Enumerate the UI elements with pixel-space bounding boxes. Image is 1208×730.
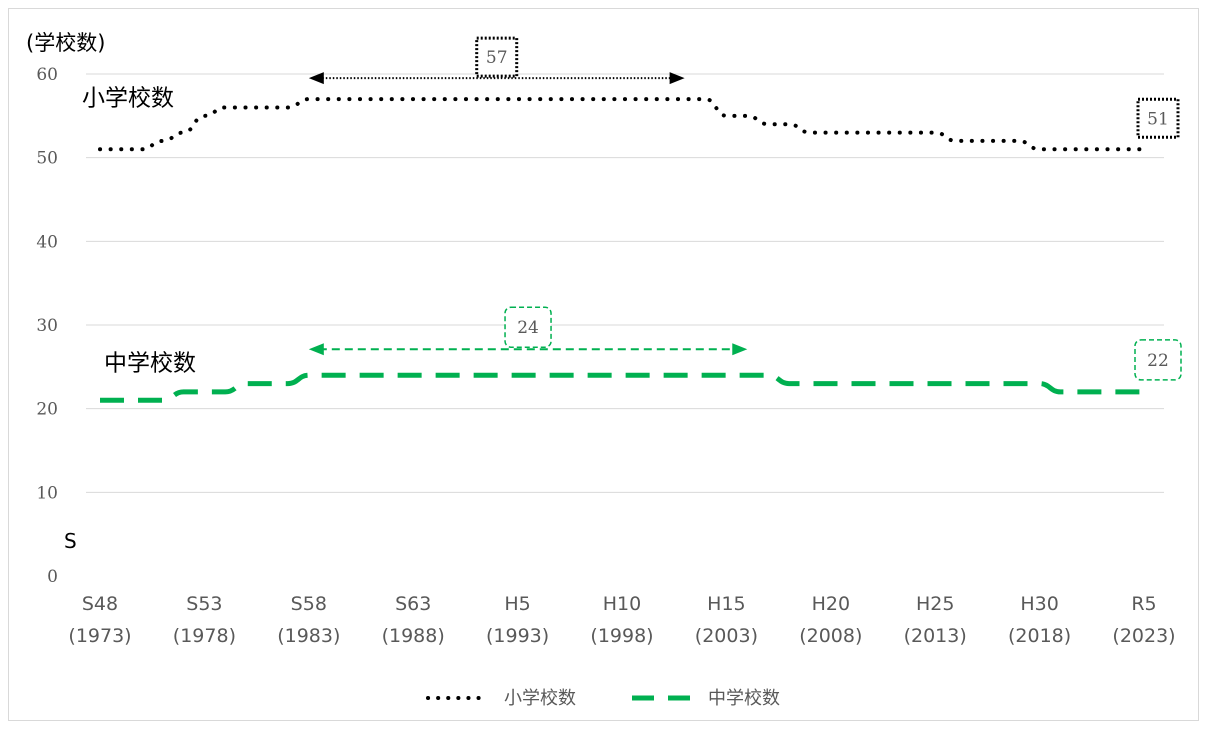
y-tick-label: 50 xyxy=(36,149,58,169)
end-value-label: 51 xyxy=(1147,109,1169,129)
x-tick-label-year: (2018) xyxy=(1008,625,1071,647)
x-tick-label-year: (1978) xyxy=(173,625,236,647)
end-value-box xyxy=(1134,339,1182,381)
series-label: 中学校数 xyxy=(104,350,196,376)
y-tick-label: 40 xyxy=(36,232,58,252)
span-value-box xyxy=(504,306,552,348)
span-arrow-head-right xyxy=(669,72,685,85)
span-value-label: 57 xyxy=(486,48,508,68)
span-arrow-head-left xyxy=(308,72,324,85)
x-tick-label-year: (2013) xyxy=(904,625,967,647)
chart-frame xyxy=(8,8,1199,721)
span-arrow-head-right xyxy=(732,343,748,356)
x-tick-label: H15 xyxy=(707,593,745,615)
end-value-label: 22 xyxy=(1147,351,1169,371)
y-tick-label: 30 xyxy=(36,316,58,336)
x-tick-label: S53 xyxy=(186,593,222,615)
x-tick-label-year: (1973) xyxy=(68,625,131,647)
y-axis: 0 10 20 30 40 50 60 xyxy=(36,65,58,587)
x-tick-label: S63 xyxy=(395,593,431,615)
x-tick-label: H10 xyxy=(603,593,641,615)
x-tick-label-year: (1988) xyxy=(382,625,445,647)
x-tick-label-year: (2008) xyxy=(799,625,862,647)
x-tick-label: R5 xyxy=(1131,593,1156,615)
legend-label: 小学校数 xyxy=(504,688,576,709)
y-axis-unit-label: (学校数) xyxy=(26,31,105,55)
legend-label: 中学校数 xyxy=(708,688,780,709)
series-label: 小学校数 xyxy=(82,85,174,111)
y-tick-label: 60 xyxy=(36,65,58,85)
gridlines xyxy=(86,73,1164,493)
series-lines xyxy=(98,97,1146,403)
y-tick-label: 20 xyxy=(36,400,58,420)
x-tick-label: S58 xyxy=(291,593,327,615)
x-tick-label: H20 xyxy=(812,593,850,615)
x-tick-label-year: (1983) xyxy=(277,625,340,647)
x-tick-label: H30 xyxy=(1020,593,1058,615)
x-tick-label-year: (1998) xyxy=(590,625,653,647)
legend: 小学校数 中学校数 xyxy=(426,688,780,709)
x-axis: S48 (1973) S53 (1978) S58 (1983) S63 (1988) H5 (1… xyxy=(68,593,1175,647)
x-tick-label: H5 xyxy=(504,593,530,615)
series-line-1 xyxy=(100,372,1144,403)
span-value-box xyxy=(475,36,519,78)
y-tick-label: 0 xyxy=(47,567,58,587)
stray-s-label: S xyxy=(64,529,77,553)
x-tick-label-year: (2003) xyxy=(695,625,758,647)
x-tick-label-year: (1993) xyxy=(486,625,549,647)
y-tick-label: 10 xyxy=(36,483,58,503)
end-value-box xyxy=(1136,97,1180,139)
x-tick-label: H25 xyxy=(916,593,954,615)
x-tick-label-year: (2023) xyxy=(1112,625,1175,647)
x-tick-label: S48 xyxy=(82,593,118,615)
span-arrow-head-left xyxy=(308,343,324,356)
span-value-label: 24 xyxy=(517,318,539,338)
annotations: 57 51 24 22 xyxy=(308,36,1182,381)
